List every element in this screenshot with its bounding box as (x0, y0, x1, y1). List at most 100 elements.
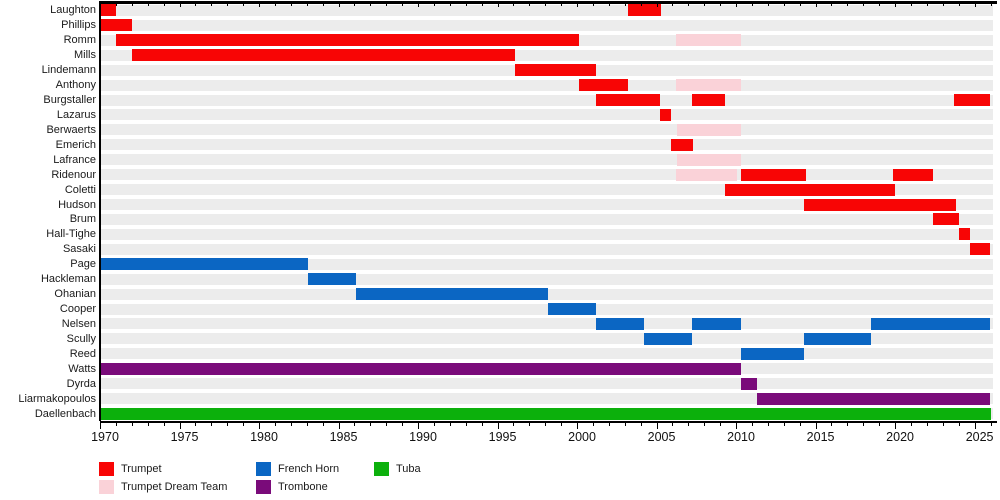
x-axis-tick-top (418, 3, 420, 7)
x-axis-tick-bottom (910, 422, 912, 426)
x-axis-tick-top (529, 3, 531, 6)
row-label-anthony: Anthony (55, 79, 96, 92)
row-band (100, 4, 993, 16)
x-axis-tick-top (926, 3, 928, 6)
legend-label-trumpet: Trumpet (121, 463, 162, 475)
x-axis-top-line (100, 1, 997, 4)
x-axis-tick-bottom (433, 422, 435, 426)
row-label-hudson: Hudson (58, 198, 96, 211)
x-axis-tick-bottom (561, 422, 563, 426)
x-axis-tick-bottom (815, 422, 817, 429)
timeline-bar-emerich-0 (670, 138, 694, 151)
x-axis-tick-top (815, 3, 817, 7)
x-axis-tick-bottom (259, 422, 261, 429)
x-axis-tick-bottom (704, 422, 706, 426)
x-axis-tick-top (147, 3, 149, 6)
timeline-bar-daellenbach-0 (100, 407, 991, 420)
x-axis-tick-top (465, 3, 467, 6)
x-axis-tick-top (211, 3, 213, 6)
row-label-laughton: Laughton (50, 4, 96, 17)
x-axis-tick-label: 1985 (329, 430, 358, 444)
x-axis-tick-top (131, 3, 133, 6)
timeline-bar-hackleman-0 (308, 273, 357, 286)
x-axis-tick-bottom (131, 422, 133, 426)
x-axis-tick-bottom (465, 422, 467, 426)
row-band (100, 124, 993, 136)
row-label-ohanian: Ohanian (54, 288, 96, 301)
x-axis-tick-top (990, 3, 992, 6)
x-axis-tick-bottom (243, 422, 245, 426)
x-axis-tick-bottom (274, 422, 276, 426)
timeline-bar-reed-0 (740, 347, 805, 360)
x-axis-tick-bottom (195, 422, 197, 426)
x-axis-tick-bottom (958, 422, 960, 426)
timeline-bar-lafrance-0 (677, 153, 741, 166)
x-axis-tick-top (863, 3, 865, 6)
x-axis-tick-label: 1975 (170, 430, 199, 444)
x-axis-tick-bottom (370, 422, 372, 426)
row-label-hall-tighe: Hall-Tighe (46, 228, 96, 241)
row-band (100, 109, 993, 121)
x-axis-tick-label: 2000 (568, 430, 596, 444)
x-axis-tick-top (656, 3, 658, 7)
x-axis-tick-label: 2025 (965, 430, 994, 444)
timeline-bar-dyrda-0 (740, 377, 757, 390)
timeline-bar-laughton-1 (627, 4, 662, 17)
timeline-bar-romm-1 (675, 34, 741, 47)
row-label-sasaki: Sasaki (62, 243, 96, 256)
timeline-bar-burgstaller-0 (596, 94, 660, 107)
x-axis-tick-top (640, 3, 642, 6)
x-axis-tick-bottom (115, 422, 117, 426)
row-label-nelsen: Nelsen (61, 317, 96, 330)
x-axis-tick-label: 1970 (91, 430, 119, 444)
row-label-brum: Brum (69, 213, 96, 226)
timeline-bar-watts-0 (100, 362, 741, 375)
x-axis-tick-bottom (688, 422, 690, 426)
x-axis-tick-bottom (481, 422, 483, 426)
x-axis-tick-bottom (100, 422, 101, 429)
row-band (100, 378, 993, 390)
timeline-bar-lindemann-0 (515, 64, 597, 77)
x-axis-tick-label: 1995 (488, 430, 517, 444)
x-axis-tick-top (322, 3, 324, 6)
x-axis-tick-top (290, 3, 292, 6)
timeline-bar-page-0 (100, 258, 309, 271)
x-axis-tick-bottom (592, 422, 594, 426)
x-axis-tick-bottom (418, 422, 420, 429)
row-band (100, 228, 993, 240)
timeline-bar-cooper-0 (548, 303, 597, 316)
x-axis-tick-bottom (290, 422, 292, 426)
x-axis-tick-bottom (736, 422, 738, 429)
x-axis-tick-top (545, 3, 547, 6)
x-axis-tick-top (513, 3, 515, 6)
x-axis-tick-top (879, 3, 881, 6)
row-band (100, 318, 993, 330)
timeline-bar-anthony-0 (578, 79, 628, 92)
x-axis-tick-top (720, 3, 722, 6)
legend-label-dream_team: Trumpet Dream Team (121, 481, 228, 493)
row-label-hackleman: Hackleman (40, 273, 96, 286)
x-axis-tick-bottom (783, 422, 785, 426)
timeline-bar-scully-1 (804, 332, 872, 345)
timeline-bar-anthony-1 (675, 79, 741, 92)
x-axis-tick-top (227, 3, 229, 6)
x-axis-tick-bottom (402, 422, 404, 426)
x-axis-tick-bottom (895, 422, 897, 429)
row-band (100, 199, 993, 211)
x-axis-tick-bottom (147, 422, 149, 426)
row-label-lindemann: Lindemann (41, 64, 96, 77)
x-axis-tick-bottom (322, 422, 324, 426)
row-band (100, 94, 993, 106)
timeline-bar-nelsen-1 (691, 317, 741, 330)
x-axis-tick-top (736, 3, 738, 7)
x-axis-tick-top (767, 3, 769, 6)
x-axis-tick-bottom (163, 422, 165, 426)
timeline-bar-laughton-0 (100, 4, 116, 17)
x-axis-tick-bottom (513, 422, 515, 426)
x-axis-bottom-line (100, 421, 997, 423)
legend-label-french_horn: French Horn (278, 463, 340, 475)
x-axis-tick-bottom (529, 422, 531, 426)
row-band (100, 273, 993, 285)
x-axis-tick-top (561, 3, 563, 6)
x-axis-tick-bottom (942, 422, 944, 426)
